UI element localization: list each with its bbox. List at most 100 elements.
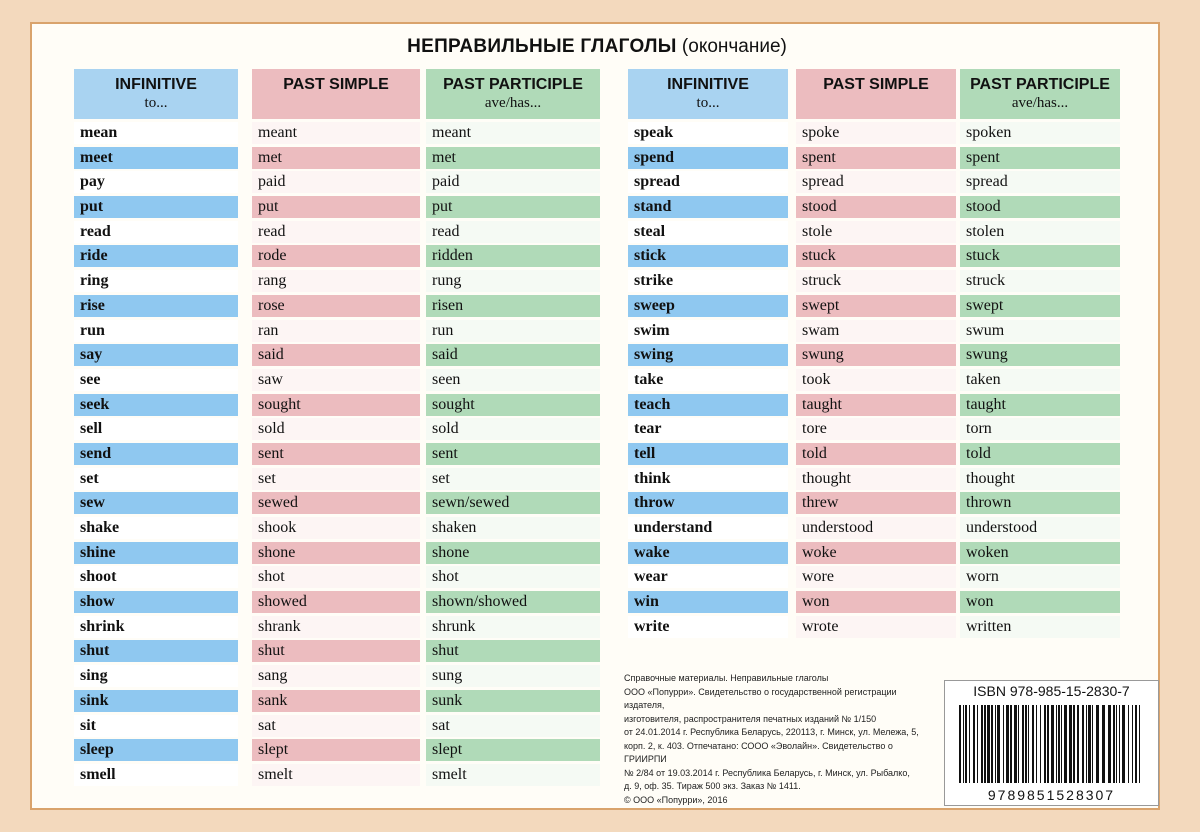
table-row: shrunk: [426, 615, 600, 638]
table-row: sang: [252, 665, 420, 688]
table-row: sought: [252, 393, 420, 416]
table-row: wore: [796, 566, 956, 589]
publisher-info: Справочные материалы. Неправильные глаго…: [624, 672, 934, 807]
table-row: wear: [628, 566, 788, 589]
table-row: shown/showed: [426, 591, 600, 614]
page-title: НЕПРАВИЛЬНЫЕ ГЛАГОЛЫ (окончание): [32, 36, 1162, 58]
right-past-participle-column: PAST PARTICIPLE ave/has... spoken spent sp…: [960, 69, 1120, 640]
table-row: struck: [796, 270, 956, 293]
table-row: sold: [252, 418, 420, 441]
table-row: sung: [426, 665, 600, 688]
infinitive-header: INFINITIVE to...: [74, 69, 238, 119]
past-participle-list: spoken spent spread stood stolen stuck struck s…: [960, 122, 1120, 638]
table-row: ride: [74, 245, 238, 268]
table-row: understand: [628, 517, 788, 539]
table-row: sat: [252, 714, 420, 737]
table-row: read: [74, 220, 238, 243]
past-participle-header: PAST PARTICIPLE ave/has...: [960, 69, 1120, 119]
publisher-info-line: Справочные материалы. Неправильные глаго…: [624, 673, 829, 683]
table-row: say: [74, 344, 238, 367]
table-row: swept: [960, 294, 1120, 317]
table-row: run: [74, 319, 238, 342]
table-row: set: [74, 467, 238, 490]
right-past-simple-column: PAST SIMPLE spoke spent spread stood stole st…: [796, 69, 956, 640]
left-past-participle-column: PAST PARTICIPLE ave/has... meant met paid p…: [426, 69, 600, 789]
table-row: strike: [628, 270, 788, 293]
table-row: meant: [426, 122, 600, 144]
isbn-label: ISBN 978-985-15-2830-7: [973, 683, 1130, 699]
table-row: tore: [796, 418, 956, 441]
table-row: rang: [252, 270, 420, 293]
table-row: shrank: [252, 615, 420, 638]
table-row: worn: [960, 566, 1120, 589]
table-row: ridden: [426, 245, 600, 268]
table-row: throw: [628, 492, 788, 515]
publisher-info-line: изготовителя, распространителя печатных …: [624, 713, 877, 724]
table-row: won: [960, 591, 1120, 614]
table-row: think: [628, 467, 788, 490]
table-row: took: [796, 368, 956, 391]
left-past-simple-column: PAST SIMPLE meant met paid put read rode rang r…: [252, 69, 420, 789]
table-row: shine: [74, 541, 238, 564]
table-row: tear: [628, 418, 788, 441]
table-row: shake: [74, 517, 238, 539]
table-row: pay: [74, 171, 238, 194]
table-row: stood: [796, 196, 956, 219]
table-row: wake: [628, 541, 788, 564]
table-row: sleep: [74, 739, 238, 762]
isbn-barcode-box: ISBN 978-985-15-2830-7 9789851528307: [944, 680, 1159, 806]
table-row: shot: [252, 566, 420, 589]
table-row: sit: [74, 714, 238, 737]
table-row: shrink: [74, 615, 238, 638]
table-row: thrown: [960, 492, 1120, 515]
publisher-info-line: № 2/84 от 19.03.2014 г. Республика Белар…: [624, 767, 910, 778]
table-row: meant: [252, 122, 420, 144]
table-row: put: [252, 196, 420, 219]
table-row: shut: [252, 640, 420, 663]
table-row: taken: [960, 368, 1120, 391]
past-participle-header: PAST PARTICIPLE ave/has...: [426, 69, 600, 119]
table-row: spread: [796, 171, 956, 194]
table-row: smell: [74, 763, 238, 786]
table-row: said: [426, 344, 600, 367]
table-row: told: [960, 442, 1120, 465]
table-row: read: [252, 220, 420, 243]
table-row: sunk: [426, 689, 600, 712]
table-row: shut: [426, 640, 600, 663]
table-row: sewn/sewed: [426, 492, 600, 515]
left-infinitive-column: INFINITIVE to... mean meet pay put read ride r…: [74, 69, 238, 789]
table-row: shone: [426, 541, 600, 564]
table-row: wrote: [796, 615, 956, 638]
table-row: sweep: [628, 294, 788, 317]
table-row: sew: [74, 492, 238, 515]
table-row: sink: [74, 689, 238, 712]
table-row: thought: [960, 467, 1120, 490]
right-infinitive-column: INFINITIVE to... speak spend spread stand st…: [628, 69, 788, 640]
table-row: shone: [252, 541, 420, 564]
table-row: slept: [252, 739, 420, 762]
publisher-info-line: ООО «Попурри». Свидетельство о государст…: [624, 686, 897, 711]
table-row: mean: [74, 122, 238, 144]
table-row: sell: [74, 418, 238, 441]
table-row: smelt: [252, 763, 420, 786]
table-row: spend: [628, 146, 788, 169]
table-row: spent: [960, 146, 1120, 169]
table-row: seek: [74, 393, 238, 416]
table-row: met: [426, 146, 600, 169]
table-row: sat: [426, 714, 600, 737]
table-row: sent: [252, 442, 420, 465]
table-row: won: [796, 591, 956, 614]
table-row: shot: [426, 566, 600, 589]
table-row: send: [74, 442, 238, 465]
table-row: shut: [74, 640, 238, 663]
table-row: understood: [960, 517, 1120, 539]
table-row: torn: [960, 418, 1120, 441]
title-main: НЕПРАВИЛЬНЫЕ ГЛАГОЛЫ: [407, 36, 677, 57]
table-row: showed: [252, 591, 420, 614]
table-row: slept: [426, 739, 600, 762]
table-row: swum: [960, 319, 1120, 342]
table-row: set: [252, 467, 420, 490]
table-row: struck: [960, 270, 1120, 293]
table-row: sing: [74, 665, 238, 688]
table-row: speak: [628, 122, 788, 144]
